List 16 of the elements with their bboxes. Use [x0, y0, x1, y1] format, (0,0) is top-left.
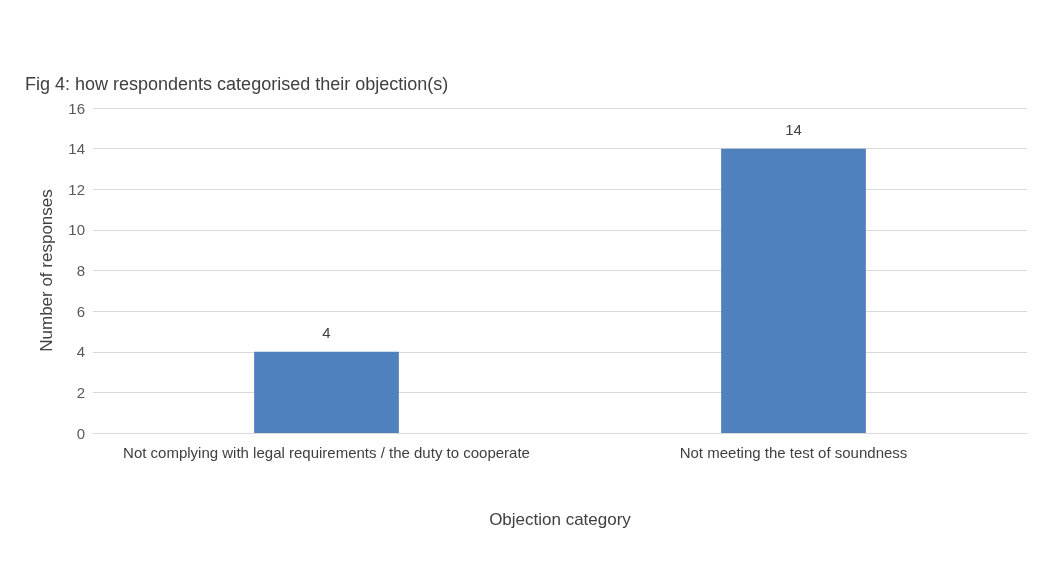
y-axis-title: Number of responses — [37, 189, 56, 352]
y-tick-label: 10 — [68, 221, 85, 239]
y-tick-label: 0 — [76, 424, 85, 442]
y-tick-label: 12 — [68, 180, 85, 198]
data-label: 14 — [785, 120, 802, 138]
y-tick-label: 2 — [76, 383, 85, 401]
data-label: 4 — [322, 323, 331, 341]
chart-title: Fig 4: how respondents categorised their objection(s) — [25, 74, 449, 94]
x-tick-label: Not complying with legal requirements / the duty to cooperate — [123, 443, 530, 461]
y-tick-label: 6 — [76, 302, 85, 320]
y-tick-label: 8 — [76, 262, 85, 279]
y-tick-label: 4 — [76, 343, 85, 361]
x-tick-label: Not meeting the test of soundness — [679, 443, 908, 461]
y-tick-label: 16 — [68, 99, 85, 117]
y-tick-label: 14 — [68, 140, 85, 158]
x-axis-title: Objection category — [489, 510, 632, 529]
